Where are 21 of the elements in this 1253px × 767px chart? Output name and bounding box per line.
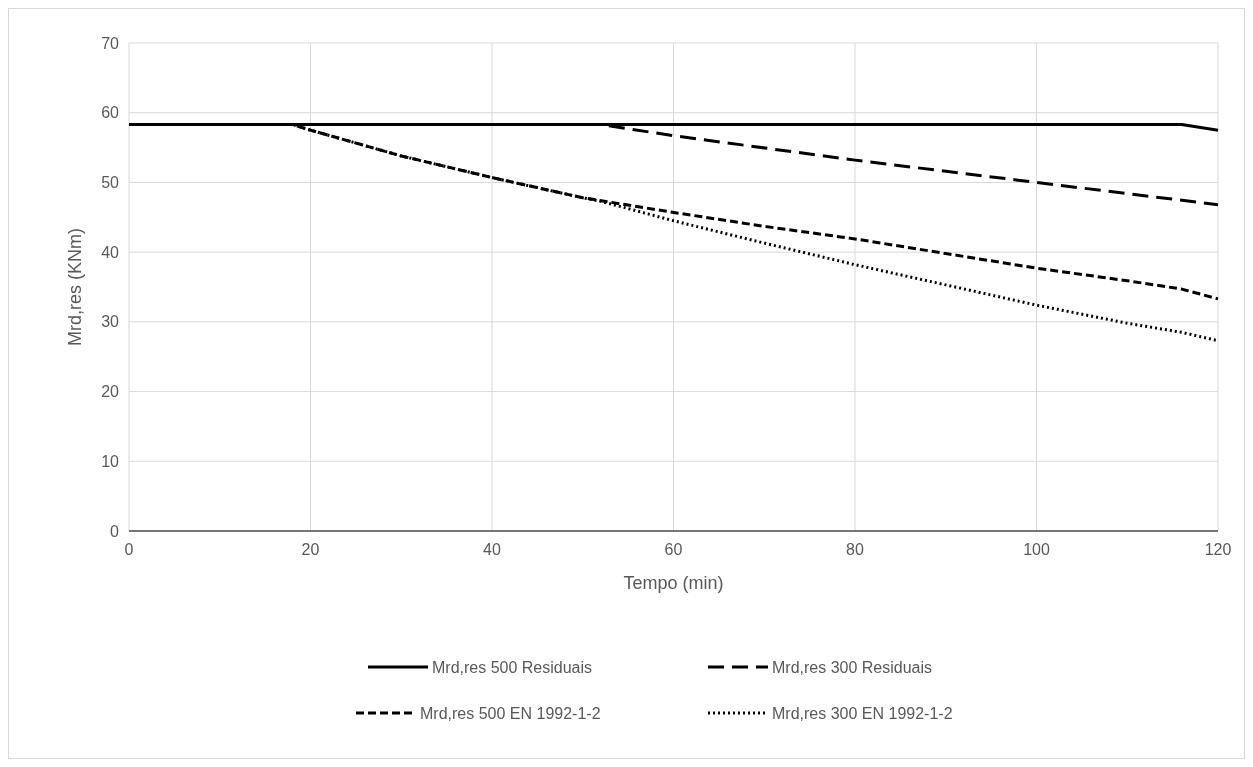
legend-label: Mrd,res 300 EN 1992-1-2 <box>772 704 953 722</box>
y-tick-label: 30 <box>101 313 120 331</box>
legend-label: Mrd,res 500 EN 1992-1-2 <box>420 704 601 722</box>
x-tick-label: 120 <box>1204 541 1232 558</box>
y-tick-label: 50 <box>101 174 120 192</box>
legend-label: Mrd,res 500 Residuais <box>432 658 593 676</box>
y-axis-title: Mrd,res (KNm) <box>65 228 85 346</box>
y-tick-label: 40 <box>101 243 120 261</box>
x-tick-label: 60 <box>664 541 683 558</box>
x-tick-label: 100 <box>1023 541 1050 558</box>
y-tick-label: 20 <box>101 383 120 401</box>
x-tick-label: 0 <box>124 541 134 558</box>
y-tick-label: 0 <box>110 522 120 540</box>
x-tick-label: 40 <box>483 541 501 558</box>
x-tick-label: 20 <box>301 541 320 558</box>
y-tick-label: 70 <box>101 34 120 52</box>
x-axis-title: Tempo (min) <box>623 573 724 593</box>
legend-label: Mrd,res 300 Residuais <box>772 658 933 676</box>
y-tick-label: 60 <box>101 104 120 122</box>
y-tick-label: 10 <box>101 452 120 470</box>
x-tick-label: 80 <box>846 541 864 558</box>
